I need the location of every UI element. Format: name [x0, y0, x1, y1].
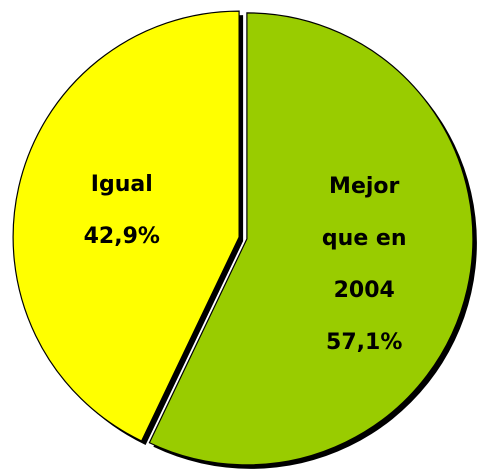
category-label: Mejor que en 2004 [321, 174, 407, 304]
slice-label: Igual 42,9% [74, 159, 170, 263]
value-label: 57,1% [326, 330, 403, 356]
value-label: 42,9% [83, 223, 160, 249]
slice [148, 12, 474, 466]
category-label: Igual [90, 171, 153, 197]
slice-label: Mejor que en 2004 57,1% [316, 161, 412, 369]
slice [12, 10, 240, 442]
